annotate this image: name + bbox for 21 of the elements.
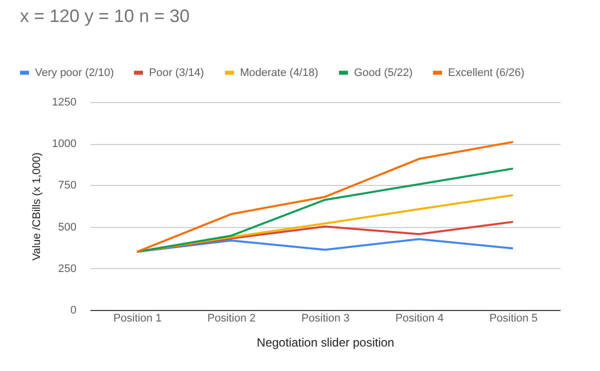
x-tick-label: Position 2 [207,312,256,324]
legend-label: Poor (3/14) [149,66,204,79]
x-tick-label: Position 5 [489,312,538,324]
y-axis-title: Value /CBills (x 1,000) [31,152,44,261]
legend-label: Good (5/22) [354,66,413,79]
y-tick-label: 1000 [52,138,76,150]
legend-label: Excellent (6/26) [448,66,524,79]
line-series [136,168,514,253]
chart-title: x = 120 y = 10 n = 30 [20,6,190,26]
line-series [136,140,514,253]
y-tick-label: 1250 [52,96,76,108]
legend-label: Very poor (2/10) [35,66,114,79]
x-tick-label: Position 1 [113,312,162,324]
x-tick-label: Position 4 [395,312,444,324]
y-tick-label: 750 [58,180,76,192]
x-tick-label: Position 3 [301,312,350,324]
y-tick-label: 500 [58,221,76,234]
y-tick-label: 250 [58,262,76,275]
legend-label: Moderate (4/18) [240,66,318,79]
x-axis-title: Negotiation slider position [256,336,394,350]
y-tick-label: 0 [70,304,76,316]
